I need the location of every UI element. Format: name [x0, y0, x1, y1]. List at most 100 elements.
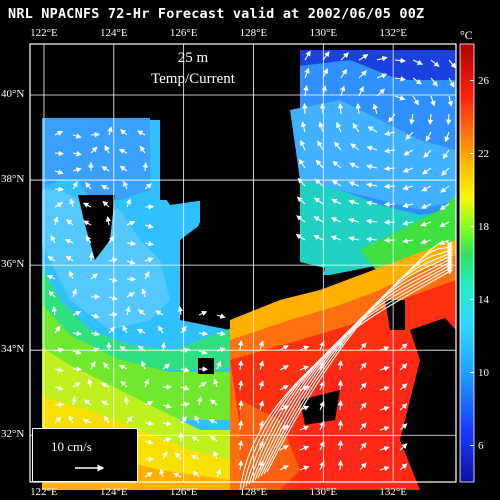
current-arrow — [412, 95, 419, 106]
latitude-tick-label: 36°N — [1, 258, 25, 271]
current-arrow — [420, 239, 432, 245]
current-arrow — [279, 425, 289, 431]
current-arrow — [299, 365, 310, 371]
map-title: NRL NPACNFS 72-Hr Forecast valid at 2002… — [8, 6, 425, 22]
longitude-tick-label-top: 124°E — [99, 27, 128, 39]
current-arrow — [190, 454, 200, 460]
current-arrow — [144, 240, 154, 247]
current-arrow — [180, 401, 191, 408]
current-arrow — [51, 306, 58, 316]
current-arrow — [399, 423, 408, 431]
current-arrow — [162, 420, 172, 427]
current-arrow — [126, 240, 137, 247]
current-arrow — [54, 202, 63, 208]
current-arrow — [299, 445, 310, 451]
current-arrow — [198, 382, 207, 388]
current-arrow — [174, 452, 182, 460]
current-arrow — [315, 159, 324, 169]
current-arrow — [359, 462, 367, 471]
current-arrow — [192, 470, 200, 478]
current-arrow — [295, 233, 306, 241]
colorbar-tick-label: 18 — [478, 220, 489, 233]
current-arrow — [48, 290, 56, 298]
latitude-tick-label: 38°N — [1, 173, 25, 186]
current-arrow — [348, 217, 360, 224]
current-arrow — [258, 400, 265, 411]
latitude-tick-label: 34°N — [1, 343, 25, 356]
current-arrow — [366, 164, 378, 170]
current-arrow — [359, 362, 367, 371]
current-arrow — [103, 415, 110, 424]
current-arrow — [399, 443, 408, 451]
current-arrow — [304, 67, 310, 79]
current-arrow — [340, 68, 348, 79]
current-arrow — [213, 378, 219, 388]
current-vectors — [46, 50, 457, 491]
current-arrow — [126, 259, 136, 265]
current-arrow — [359, 342, 367, 351]
current-arrow — [108, 326, 116, 334]
current-arrow — [412, 59, 424, 65]
colorbar-ticks — [470, 80, 474, 446]
current-arrow — [299, 425, 310, 431]
longitude-tick-label: 122°E — [30, 486, 58, 498]
current-arrow — [120, 129, 128, 136]
current-arrow — [379, 346, 390, 352]
current-arrow — [420, 221, 432, 227]
current-arrow — [367, 126, 378, 133]
current-arrow — [279, 365, 289, 371]
current-arrow — [172, 472, 182, 478]
current-arrow — [177, 305, 184, 316]
current-arrow — [69, 270, 75, 280]
velocity-scale-legend: 10 cm/s — [32, 428, 138, 482]
latitude-tick-label: 32°N — [1, 428, 25, 441]
current-arrow — [101, 166, 110, 172]
current-arrow — [330, 217, 342, 223]
current-arrow — [72, 133, 82, 139]
current-arrow — [180, 416, 188, 424]
current-arrow — [279, 405, 289, 411]
current-arrow — [299, 385, 310, 391]
current-arrow — [144, 271, 150, 280]
current-arrow — [137, 345, 146, 352]
current-arrow — [336, 121, 342, 133]
current-arrow — [394, 76, 406, 82]
current-arrow — [208, 418, 218, 424]
current-arrow — [108, 311, 119, 318]
current-arrow — [366, 182, 378, 188]
field-label: Temp/Current — [151, 71, 235, 87]
current-arrow — [299, 465, 310, 471]
current-arrow — [82, 418, 92, 424]
current-arrow — [296, 196, 306, 205]
current-arrow — [319, 400, 325, 411]
current-arrow — [337, 399, 344, 411]
current-arrow — [123, 180, 129, 190]
current-arrow — [54, 186, 65, 192]
current-arrow — [180, 325, 187, 334]
current-arrow — [258, 420, 265, 431]
current-arrow — [337, 379, 344, 391]
current-arrow — [216, 360, 222, 370]
current-arrow — [337, 439, 344, 451]
current-arrow — [331, 179, 342, 187]
current-arrow — [279, 345, 289, 351]
current-arrow — [162, 437, 172, 443]
current-arrow — [379, 386, 390, 392]
current-arrow — [162, 403, 172, 409]
current-arrow — [318, 121, 324, 133]
current-arrow — [54, 325, 61, 334]
current-arrow — [72, 310, 82, 316]
current-arrow — [191, 436, 200, 442]
current-arrow — [87, 378, 93, 388]
current-arrow — [337, 459, 344, 471]
current-arrow — [194, 415, 200, 424]
current-arrow — [69, 198, 75, 208]
longitude-tick-label-top: 122°E — [30, 27, 58, 39]
current-arrow — [350, 143, 360, 151]
current-arrow — [54, 169, 64, 175]
current-arrow — [162, 363, 171, 370]
current-arrow — [237, 359, 244, 371]
current-arrow — [399, 463, 408, 471]
